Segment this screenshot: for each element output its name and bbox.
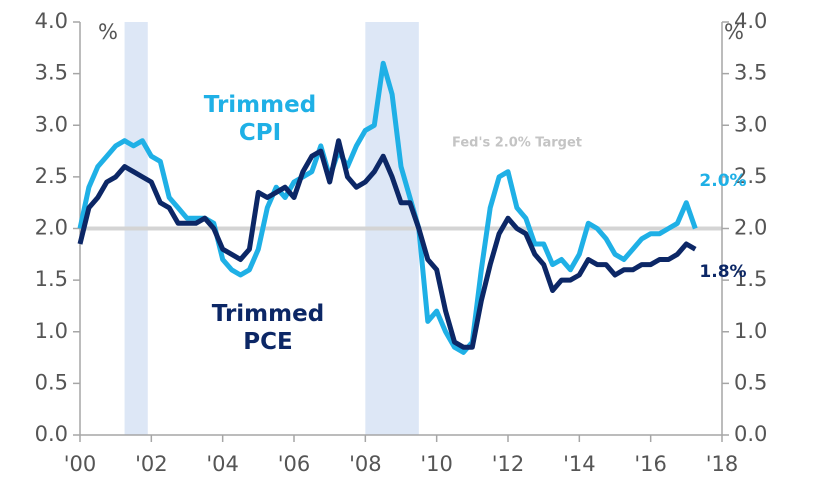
end-label: 1.8% bbox=[699, 262, 746, 282]
y2-tick-label: 2.0 bbox=[734, 216, 767, 240]
x-tick-label: '08 bbox=[349, 452, 382, 476]
y2-tick-label: 1.0 bbox=[734, 319, 767, 343]
y2-tick-label: 3.5 bbox=[734, 61, 767, 85]
series-label: Trimmed PCE bbox=[211, 301, 325, 355]
series-line bbox=[77, 138, 697, 350]
y-tick-label: 3.5 bbox=[35, 61, 68, 85]
y-tick-label: 1.5 bbox=[35, 267, 68, 291]
y2-tick-label: 1.5 bbox=[734, 267, 767, 291]
x-tick-label: '16 bbox=[634, 452, 667, 476]
target-label: Fed's 2.0% Target bbox=[452, 136, 582, 151]
x-tick-label: '00 bbox=[64, 452, 97, 476]
x-tick-label: '10 bbox=[420, 452, 453, 476]
x-tick-label: '18 bbox=[706, 452, 739, 476]
y2-tick-label: 2.5 bbox=[734, 164, 767, 188]
x-tick-label: '04 bbox=[206, 452, 239, 476]
y2-tick-label: 0.0 bbox=[734, 422, 767, 446]
y-tick-label: 0.0 bbox=[35, 422, 68, 446]
series-line bbox=[77, 60, 698, 355]
x-tick-label: '06 bbox=[278, 452, 311, 476]
y2-tick-label: 3.0 bbox=[734, 112, 767, 136]
y2-tick-label: 0.5 bbox=[734, 370, 767, 394]
y2-axis-label: % bbox=[724, 20, 744, 44]
x-tick-label: '14 bbox=[563, 452, 596, 476]
y-tick-label: 0.5 bbox=[35, 370, 68, 394]
x-tick-label: '02 bbox=[135, 452, 168, 476]
y-tick-label: 4.0 bbox=[35, 9, 68, 33]
y-axis-label: % bbox=[98, 20, 118, 44]
y2-tick-label: 4.0 bbox=[734, 9, 767, 33]
y-tick-label: 3.0 bbox=[35, 112, 68, 136]
x-tick-label: '12 bbox=[492, 452, 525, 476]
end-label: 2.0% bbox=[699, 171, 746, 191]
series-label: Trimmed CPI bbox=[203, 92, 317, 146]
y-tick-label: 1.0 bbox=[35, 319, 68, 343]
y-tick-label: 2.0 bbox=[35, 216, 68, 240]
y-tick-label: 2.5 bbox=[35, 164, 68, 188]
